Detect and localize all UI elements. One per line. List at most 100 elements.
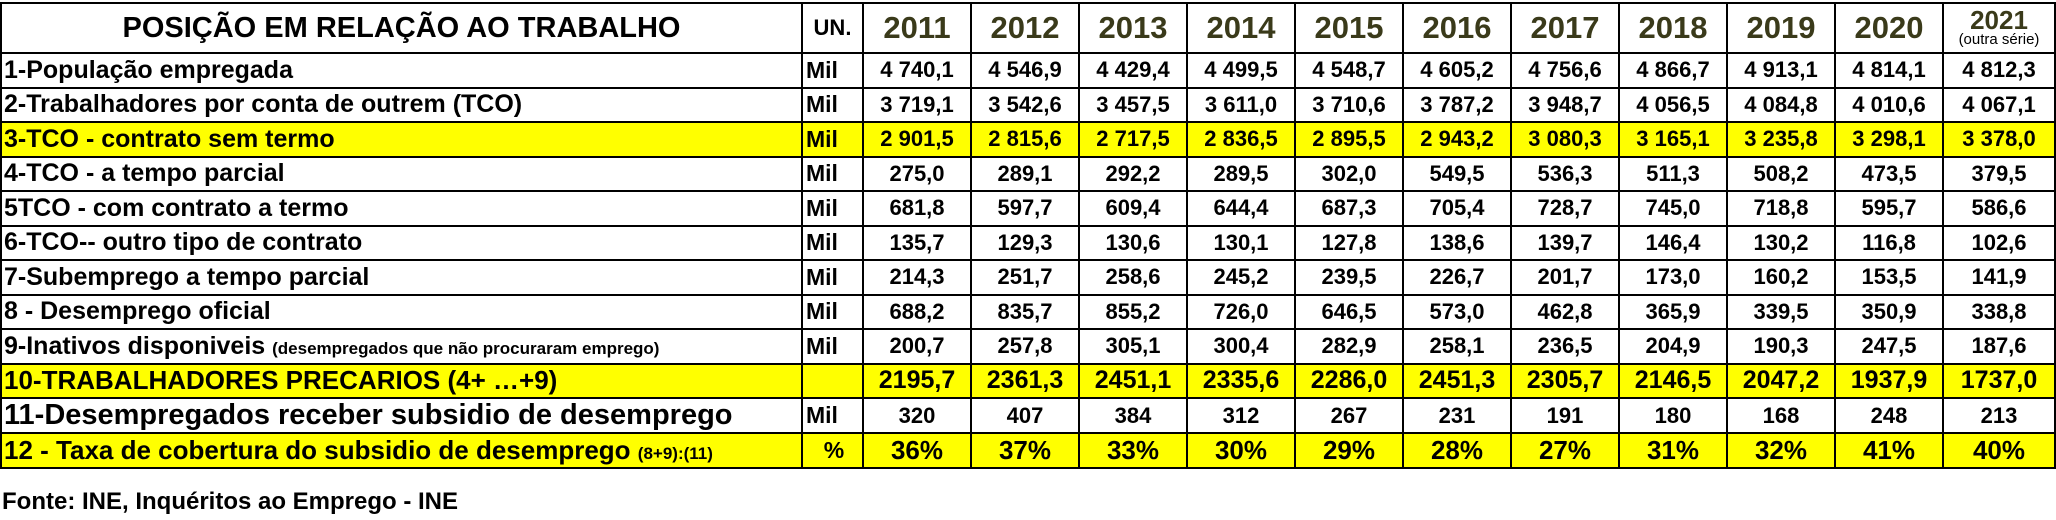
table-row: 1-População empregada Mil 4 740,1 4 546,9 4 … xyxy=(0,52,2056,89)
table-cell: 3 457,5 xyxy=(1078,86,1188,123)
table-cell: 687,3 xyxy=(1294,190,1404,227)
table-cell: 3 787,2 xyxy=(1402,86,1512,123)
table-cell: 597,7 xyxy=(970,190,1080,227)
table-cell: 2361,3 xyxy=(970,362,1080,399)
table-cell: 36% xyxy=(862,432,972,469)
table-cell: 226,7 xyxy=(1402,259,1512,296)
row-label: 6-TCO-- outro tipo de contrato xyxy=(0,224,803,261)
table-cell: 312 xyxy=(1186,397,1296,434)
year-header-last-note: (outra série) xyxy=(1958,31,2040,48)
table-cell: 4 010,6 xyxy=(1834,86,1944,123)
row-unit: Mil xyxy=(801,155,864,192)
table-cell: 190,3 xyxy=(1726,328,1836,365)
table-cell: 646,5 xyxy=(1294,293,1404,330)
table-cell: 4 429,4 xyxy=(1078,52,1188,89)
row-label-text: 8 - Desemprego oficial xyxy=(4,297,271,326)
row-unit: Mil xyxy=(801,397,864,434)
row-label: 9-Inativos disponiveis (desempregados qu… xyxy=(0,328,803,365)
table-cell: 2335,6 xyxy=(1186,362,1296,399)
table-cell: 292,2 xyxy=(1078,155,1188,192)
table-cell: 473,5 xyxy=(1834,155,1944,192)
table-cell: 135,7 xyxy=(862,224,972,261)
table-cell: 338,8 xyxy=(1942,293,2056,330)
table-row: 11-Desempregados receber subsidio de des… xyxy=(0,397,2056,434)
table-cell: 4 546,9 xyxy=(970,52,1080,89)
row-unit xyxy=(801,362,864,399)
table-cell: 728,7 xyxy=(1510,190,1620,227)
table-cell: 40% xyxy=(1942,432,2056,469)
row-label-text: 9-Inativos disponiveis xyxy=(4,331,273,360)
row-unit: Mil xyxy=(801,224,864,261)
row-label-text: 7-Subemprego a tempo parcial xyxy=(4,262,370,291)
year-header: 2016 xyxy=(1402,2,1512,54)
table-cell: 4 084,8 xyxy=(1726,86,1836,123)
table-cell: 745,0 xyxy=(1618,190,1728,227)
table-cell: 30% xyxy=(1186,432,1296,469)
table-cell: 282,9 xyxy=(1294,328,1404,365)
table-cell: 302,0 xyxy=(1294,155,1404,192)
table-row: 5TCO - com contrato a termo Mil 681,8 597,7… xyxy=(0,190,2056,227)
table-cell: 511,3 xyxy=(1618,155,1728,192)
table-cell: 3 611,0 xyxy=(1186,86,1296,123)
table-cell: 2 815,6 xyxy=(970,121,1080,158)
table-row: 6-TCO-- outro tipo de contrato Mil 135,7 12… xyxy=(0,224,2056,261)
table-cell: 3 948,7 xyxy=(1510,86,1620,123)
row-label-text: 2-Trabalhadores por conta de outrem (TCO… xyxy=(4,90,523,119)
table-cell: 726,0 xyxy=(1186,293,1296,330)
table-cell: 508,2 xyxy=(1726,155,1836,192)
table-cell: 3 378,0 xyxy=(1942,121,2056,158)
table-cell: 609,4 xyxy=(1078,190,1188,227)
table-title: POSIÇÃO EM RELAÇÃO AO TRABALHO xyxy=(0,2,803,54)
row-label: 10-TRABALHADORES PRECARIOS (4+ …+9) xyxy=(0,362,803,399)
row-label-text: 3-TCO - contrato sem termo xyxy=(4,124,335,153)
table-cell: 4 756,6 xyxy=(1510,52,1620,89)
table-cell: 379,5 xyxy=(1942,155,2056,192)
row-label: 11-Desempregados receber subsidio de des… xyxy=(0,397,803,434)
table-cell: 29% xyxy=(1294,432,1404,469)
row-label-text: 11-Desempregados receber subsidio de des… xyxy=(4,399,733,431)
table-cell: 31% xyxy=(1618,432,1728,469)
table-row: 10-TRABALHADORES PRECARIOS (4+ …+9) 2195,… xyxy=(0,362,2056,399)
year-header-last: 2021 (outra série) xyxy=(1942,2,2056,54)
row-label: 4-TCO - a tempo parcial xyxy=(0,155,803,192)
row-unit: Mil xyxy=(801,52,864,89)
table-cell: 168 xyxy=(1726,397,1836,434)
table-cell: 116,8 xyxy=(1834,224,1944,261)
table-cell: 4 866,7 xyxy=(1618,52,1728,89)
row-label: 1-População empregada xyxy=(0,52,803,89)
table-cell: 3 298,1 xyxy=(1834,121,1944,158)
row-unit: Mil xyxy=(801,121,864,158)
year-header-last-value: 2021 xyxy=(1970,5,2028,35)
employment-table: POSIÇÃO EM RELAÇÃO AO TRABALHO UN. 2011 … xyxy=(0,2,2056,469)
row-label-text: 1-População empregada xyxy=(4,55,293,84)
table-cell: 3 710,6 xyxy=(1294,86,1404,123)
table-cell: 4 814,1 xyxy=(1834,52,1944,89)
table-cell: 130,6 xyxy=(1078,224,1188,261)
table-cell: 160,2 xyxy=(1726,259,1836,296)
row-label-text: 4-TCO - a tempo parcial xyxy=(4,159,285,188)
table-cell: 173,0 xyxy=(1618,259,1728,296)
table-cell: 2146,5 xyxy=(1618,362,1728,399)
year-header: 2018 xyxy=(1618,2,1728,54)
table-cell: 2195,7 xyxy=(862,362,972,399)
row-unit: Mil xyxy=(801,293,864,330)
table-row: 8 - Desemprego oficial Mil 688,2 835,7 855,2… xyxy=(0,293,2056,330)
table-cell: 245,2 xyxy=(1186,259,1296,296)
unit-header: UN. xyxy=(801,2,864,54)
table-cell: 275,0 xyxy=(862,155,972,192)
table-cell: 236,5 xyxy=(1510,328,1620,365)
table-cell: 365,9 xyxy=(1618,293,1728,330)
table-cell: 214,3 xyxy=(862,259,972,296)
table-cell: 835,7 xyxy=(970,293,1080,330)
table-cell: 247,5 xyxy=(1834,328,1944,365)
row-unit: Mil xyxy=(801,328,864,365)
table-cell: 141,9 xyxy=(1942,259,2056,296)
table-cell: 718,8 xyxy=(1726,190,1836,227)
table-cell: 267 xyxy=(1294,397,1404,434)
table-cell: 2 943,2 xyxy=(1402,121,1512,158)
row-label-text: 6-TCO-- outro tipo de contrato xyxy=(4,228,363,257)
table-cell: 4 913,1 xyxy=(1726,52,1836,89)
year-header: 2014 xyxy=(1186,2,1296,54)
row-unit: % xyxy=(801,432,864,469)
table-cell: 257,8 xyxy=(970,328,1080,365)
